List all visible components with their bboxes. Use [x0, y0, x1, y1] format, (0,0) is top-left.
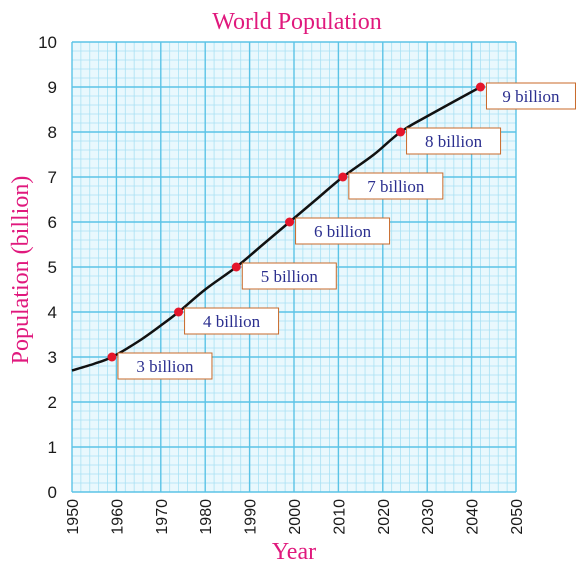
- y-tick-label: 9: [48, 78, 57, 97]
- annotation-layer: 3 billion 4 billion 5 billion 6 billion 7 bi…: [117, 82, 576, 380]
- milestone-marker: [396, 127, 406, 137]
- milestone-marker: [338, 172, 348, 182]
- y-tick-label: 8: [48, 123, 57, 142]
- y-tick-label: 5: [48, 258, 57, 277]
- y-tick-label: 6: [48, 213, 57, 232]
- milestone-marker: [231, 262, 241, 272]
- data-line-layer: [71, 85, 482, 372]
- x-axis-title: Year: [272, 539, 316, 565]
- annotation-box: [485, 82, 576, 110]
- x-tick-label: 1960: [109, 499, 126, 535]
- milestone-marker: [174, 307, 184, 317]
- x-tick-label: 1990: [243, 499, 260, 535]
- x-tick-label: 1980: [198, 499, 215, 535]
- population-line: [71, 85, 482, 372]
- x-tick-label: 2040: [465, 499, 482, 535]
- annotation-label: 9 billion: [502, 87, 560, 106]
- annotation-label: 8 billion: [425, 132, 483, 151]
- x-tick-label: 2010: [331, 499, 348, 535]
- y-tick-label: 3: [48, 348, 57, 367]
- x-tick-label: 1970: [154, 499, 171, 535]
- annotation-label: 7 billion: [367, 177, 425, 196]
- x-tick-label: 2030: [420, 499, 437, 535]
- x-tick-label: 1950: [65, 499, 82, 535]
- milestone-marker: [475, 82, 485, 92]
- annotation-box: [295, 217, 391, 245]
- x-tick-label: 2020: [376, 499, 393, 535]
- y-tick-labels: 0 1 2 3 4 5 6 7 8 9 10: [38, 33, 57, 502]
- annotation-label: 3 billion: [136, 357, 194, 376]
- y-tick-label: 4: [48, 303, 57, 322]
- y-axis-title: Population (billion): [8, 176, 34, 365]
- annotation-label: 5 billion: [261, 267, 319, 286]
- annotation-box: [184, 307, 280, 335]
- annotation-label: 6 billion: [314, 222, 372, 241]
- annotation-box: [117, 352, 213, 380]
- x-tick-label: 2000: [287, 499, 304, 535]
- milestone-marker: [107, 352, 117, 362]
- x-tick-labels: 1950 1960 1970 1980 1990 2000 2010 2020 2030 2040…: [65, 499, 526, 535]
- annotation-label: 4 billion: [203, 312, 261, 331]
- x-tick-label: 2050: [509, 499, 526, 535]
- y-tick-label: 0: [48, 483, 57, 502]
- y-tick-label: 2: [48, 393, 57, 412]
- annotation-box: [241, 262, 337, 290]
- annotation-box: [406, 127, 502, 155]
- annotation-box: [348, 172, 444, 200]
- milestone-marker: [285, 217, 295, 227]
- y-tick-label: 7: [48, 168, 57, 187]
- y-tick-label: 10: [38, 33, 57, 52]
- marker-layer: [107, 82, 485, 362]
- chart-title: World Population: [212, 9, 381, 35]
- y-tick-label: 1: [48, 438, 57, 457]
